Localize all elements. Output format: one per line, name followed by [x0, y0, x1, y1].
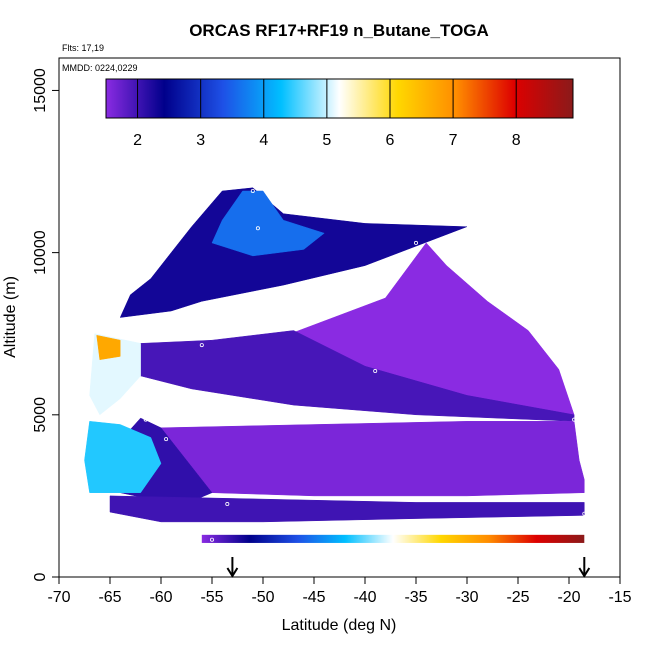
colorbar-tick-label: 3 — [196, 132, 205, 149]
heatmap-layer — [84, 187, 585, 523]
colorbar-tick-label: 5 — [322, 132, 331, 149]
heat-region-1 — [211, 190, 325, 257]
colorbar: 2 3 4 5 6 7 8 — [105, 78, 574, 149]
x-tick-label: -20 — [557, 589, 580, 606]
y-tick-label: 0 — [32, 572, 49, 581]
bottom-strip — [201, 534, 585, 543]
x-axis-label: Latitude (deg N) — [282, 617, 397, 634]
annotation-mmdd: MMDD: 0224,0229 — [62, 63, 138, 73]
heat-region-4 — [160, 421, 585, 497]
sample-point — [209, 537, 214, 542]
heat-region-7 — [96, 334, 121, 360]
x-tick-label: -40 — [353, 589, 376, 606]
sample-point — [373, 369, 378, 374]
x-tick-label: -50 — [251, 589, 274, 606]
x-tick-label: -35 — [404, 589, 427, 606]
heat-region-0 — [119, 187, 468, 318]
arrow-marker-head — [578, 567, 591, 578]
chart-title: ORCAS RF17+RF19 n_Butane_TOGA — [189, 21, 489, 40]
sample-point — [413, 240, 418, 245]
x-tick-label: -25 — [506, 589, 529, 606]
colorbar-tick-label: 7 — [449, 132, 458, 149]
sample-points-layer — [143, 188, 587, 542]
heat-region-9 — [109, 495, 585, 523]
x-tick-label: -70 — [47, 589, 70, 606]
bottom-strip-layer — [201, 534, 585, 543]
x-tick-label: -15 — [608, 589, 631, 606]
sample-point — [225, 502, 230, 507]
x-tick-label: -55 — [200, 589, 223, 606]
heat-region-8 — [84, 421, 162, 493]
x-tick-label: -60 — [149, 589, 172, 606]
sample-point — [199, 343, 204, 348]
colorbar-tick-label: 2 — [133, 132, 142, 149]
y-tick-label: 10000 — [32, 230, 49, 275]
x-tick-label: -65 — [98, 589, 121, 606]
colorbar-tick-label: 8 — [512, 132, 521, 149]
colorbar-frame — [105, 78, 574, 119]
sample-point — [143, 417, 148, 422]
y-axis-label: Altitude (m) — [2, 276, 19, 358]
y-axis: 0 5000 10000 15000 — [32, 68, 59, 581]
colorbar-fill — [106, 79, 573, 118]
arrow-markers — [226, 557, 591, 578]
x-tick-label: -30 — [455, 589, 478, 606]
colorbar-tick-label: 6 — [386, 132, 395, 149]
plot-frame — [58, 57, 621, 578]
sample-point — [582, 521, 587, 526]
sample-point — [250, 188, 255, 193]
sample-point — [255, 226, 260, 231]
y-tick-label: 5000 — [32, 397, 49, 433]
colorbar-tick-label: 4 — [259, 132, 268, 149]
sample-point — [572, 417, 577, 422]
annotation-flights: Flts: 17,19 — [62, 43, 104, 53]
x-axis: -70 -65 -60 -55 -50 -45 -40 -35 -30 -25 -20 -15 — [47, 577, 632, 606]
y-tick-label: 15000 — [32, 68, 49, 113]
sample-point — [582, 511, 587, 516]
sample-point — [164, 437, 169, 442]
arrow-marker-head — [226, 567, 239, 578]
x-tick-label: -45 — [302, 589, 325, 606]
